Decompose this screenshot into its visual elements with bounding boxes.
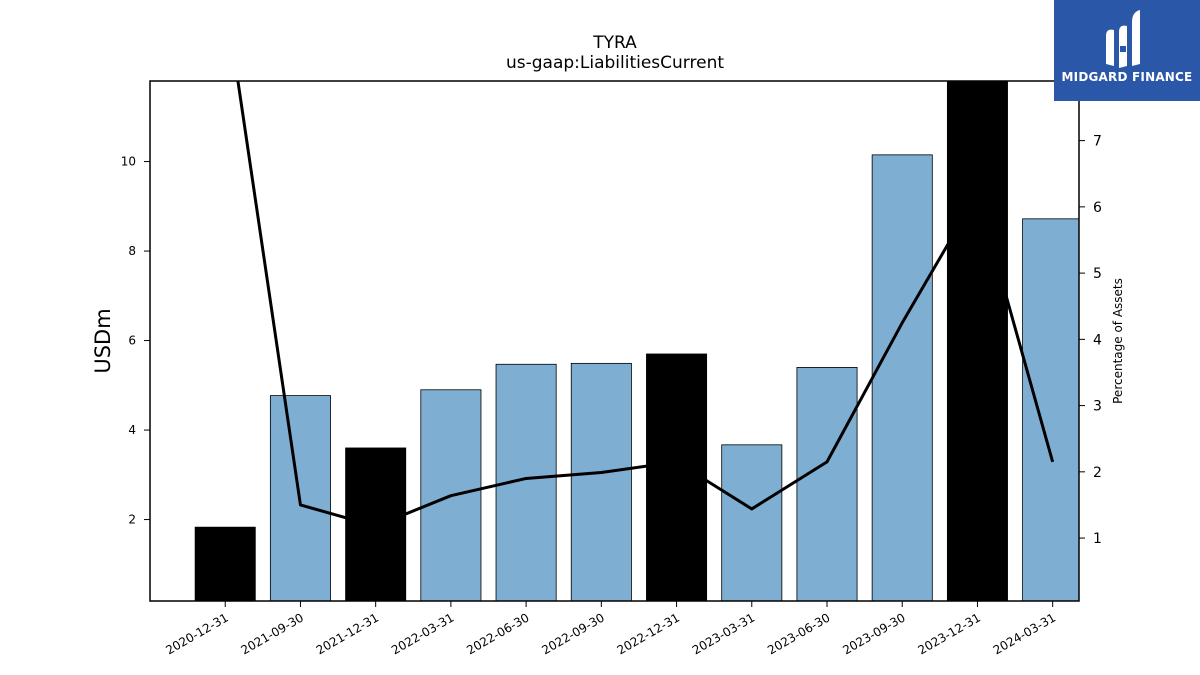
x-tick-label: 2024-03-31 <box>991 610 1058 657</box>
x-tick-label: 2022-06-30 <box>464 610 531 657</box>
bar-2023-12-31 <box>946 81 1008 601</box>
y-tick-label-right: 6 <box>1093 200 1102 216</box>
chart-title: TYRA <box>592 33 637 53</box>
x-tick-label: 2021-09-30 <box>239 610 306 657</box>
x-tick-label: 2020-12-31 <box>163 610 230 657</box>
y-tick-label-right: 3 <box>1093 399 1102 415</box>
y-tick-label-right: 1 <box>1093 531 1102 547</box>
brand-logo: MIDGARD FINANCE <box>1054 0 1200 101</box>
bar-2023-09-30 <box>871 154 933 601</box>
bar-2022-12-31 <box>646 353 708 601</box>
x-tick-label: 2022-03-31 <box>389 610 456 657</box>
chart-subtitle: us-gaap:LiabilitiesCurrent <box>506 53 724 73</box>
y-axis-left: 2 4 6 8 10 <box>121 155 150 527</box>
y-tick-label-left: 6 <box>128 334 136 348</box>
bar-2023-03-31 <box>721 444 783 601</box>
x-tick-label: 2023-12-31 <box>916 610 983 657</box>
bar-2020-12-31 <box>194 526 256 601</box>
y-tick-label-right: 5 <box>1093 266 1102 282</box>
y-tick-label-left: 10 <box>121 155 136 169</box>
y-tick-label-left: 4 <box>128 423 136 437</box>
x-tick-label: 2023-03-31 <box>690 610 757 657</box>
y-tick-label-right: 4 <box>1093 332 1102 348</box>
x-tick-label: 2022-12-31 <box>615 610 682 657</box>
line-layer <box>236 81 1055 528</box>
bar-2022-09-30 <box>570 362 632 601</box>
y-axis-label-left: USDm <box>91 308 115 373</box>
bar-2021-12-31 <box>345 447 407 601</box>
x-axis: 2020-12-31 2021-09-30 2021-12-31 2022-03-31… <box>163 601 1058 657</box>
y-tick-label-right: 2 <box>1093 465 1102 481</box>
x-tick-label: 2021-12-31 <box>314 610 381 657</box>
logo-text: MIDGARD FINANCE <box>1061 70 1193 84</box>
logo-mark-icon <box>1106 10 1140 69</box>
bar-2023-06-30 <box>796 367 858 601</box>
y-tick-label-left: 8 <box>128 244 136 258</box>
x-tick-label: 2022-09-30 <box>539 610 606 657</box>
y-axis-label-right: Percentage of Assets <box>1111 278 1125 404</box>
bar-group <box>194 81 1079 601</box>
y-tick-label-right: 7 <box>1093 134 1102 150</box>
y-axis-right: 1 2 3 4 5 6 7 <box>1079 134 1102 547</box>
x-tick-label: 2023-06-30 <box>765 610 832 657</box>
percentage-line <box>236 81 1055 528</box>
x-tick-label: 2023-09-30 <box>840 610 907 657</box>
bar-2024-03-31 <box>1022 218 1079 601</box>
y-tick-label-left: 2 <box>128 513 136 527</box>
